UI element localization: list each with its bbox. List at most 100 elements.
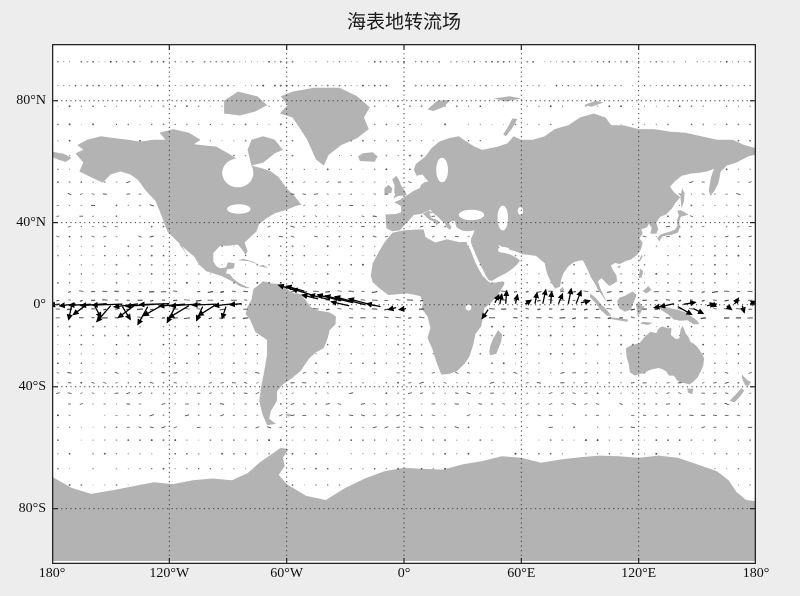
current-arrow	[333, 295, 366, 306]
x-tick-label: 120°W	[149, 566, 190, 581]
lake-black_sea	[458, 209, 485, 221]
current-arrow	[191, 301, 217, 308]
current-arrow	[733, 297, 740, 305]
landmass-baffin	[247, 136, 283, 166]
landmass-cuba	[237, 258, 259, 265]
map-plot	[51, 43, 757, 565]
current-arrow	[72, 305, 86, 316]
landmass-franz_josef	[494, 96, 522, 102]
current-arrow	[142, 305, 162, 317]
landmass-new_guinea	[659, 305, 700, 325]
current-arrow	[524, 299, 533, 306]
landmass-nz_north	[741, 374, 752, 386]
landmass-eurasia	[385, 113, 756, 302]
landmass-baja_california	[179, 242, 190, 260]
current-arrow	[557, 292, 564, 304]
landmass-ireland	[384, 184, 393, 194]
x-tick-label: 60°W	[270, 566, 304, 581]
landmass-iceland	[358, 152, 378, 162]
landmass-java	[609, 317, 628, 322]
current-arrow	[228, 301, 242, 308]
landmass-luzon	[638, 268, 644, 278]
current-arrow	[95, 305, 112, 323]
landmass-novaya_zemlya	[503, 118, 518, 137]
grid-layer	[52, 44, 756, 564]
landmass-chukotka_tip	[52, 151, 72, 162]
current-arrow	[167, 305, 190, 319]
landmass-timor	[640, 321, 653, 325]
x-tick-label: 0°	[397, 566, 411, 581]
current-arrow	[66, 305, 73, 321]
landmass-sakhalin	[680, 188, 685, 209]
current-arrow	[541, 288, 548, 304]
chart-title: 海表地转流场	[346, 12, 461, 33]
y-tick-label: 80°S	[18, 500, 46, 516]
x-tick-label: 60°E	[507, 566, 536, 581]
current-arrow	[683, 300, 697, 307]
current-arrow	[481, 309, 489, 320]
y-tick-label: 80°N	[16, 92, 46, 108]
x-tick-label: 180°	[38, 566, 66, 581]
current-arrow	[677, 306, 693, 316]
landmass-severnaya_zemlya	[583, 100, 604, 107]
landmass-south_america	[245, 281, 336, 426]
current-arrow	[658, 302, 675, 309]
y-tick-label: 0°	[33, 296, 46, 312]
landmass-mindanao	[642, 286, 652, 294]
landmass-great_britain	[392, 175, 407, 199]
lake-lake_victoria	[465, 304, 472, 311]
plot-border	[51, 43, 757, 565]
lake-baltic_sea	[436, 157, 448, 183]
landmass-hainan	[616, 265, 621, 269]
landmass-falklands	[284, 413, 292, 417]
current-arrow	[117, 305, 135, 319]
lake-persian_gulf	[497, 247, 510, 253]
current-arrow	[497, 293, 504, 305]
current-arrow	[575, 289, 582, 304]
lake-great_lakes	[227, 204, 251, 214]
landmass-madagascar	[489, 330, 503, 356]
current-arrow	[300, 293, 319, 300]
y-tick-label: 40°N	[16, 214, 46, 230]
current-arrow	[220, 306, 227, 320]
landmass-tasmania	[687, 388, 694, 395]
current-arrow	[503, 289, 510, 304]
current-arrow	[397, 305, 407, 312]
current-arrow	[308, 293, 330, 301]
x-tick-label: 180°	[742, 566, 770, 581]
current-arrow	[197, 305, 215, 317]
current-arrow	[548, 290, 555, 304]
landmass-greenland	[279, 87, 370, 166]
current-arrow	[513, 293, 520, 304]
current-arrow	[330, 299, 350, 307]
current-arrow	[121, 306, 131, 321]
landmass-taiwan	[638, 254, 643, 262]
landmass-borneo	[617, 291, 637, 312]
current-arrow	[533, 291, 539, 304]
current-arrow	[739, 305, 746, 314]
landmass-svalbard	[427, 99, 451, 111]
current-arrow	[709, 301, 718, 308]
y-tick-label: 40°S	[18, 378, 46, 394]
landmass-victoria_banks	[159, 129, 201, 145]
lake-hudson_bay	[222, 158, 254, 188]
current-arrow	[365, 301, 381, 308]
current-arrow	[567, 287, 574, 304]
landmass-nz_south	[729, 388, 745, 403]
landmass-japan	[657, 210, 689, 242]
lake-caspian_sea	[497, 205, 509, 231]
current-arrow	[387, 305, 397, 312]
lake-aral_sea	[517, 207, 524, 215]
current-arrow-layer	[52, 283, 756, 326]
current-arrow	[725, 304, 733, 311]
current-arrow	[324, 294, 354, 304]
landmass-australia	[626, 325, 705, 385]
landmass-ellesmere	[224, 91, 268, 116]
landmass-sulawesi	[636, 302, 646, 316]
current-arrow	[580, 299, 592, 305]
current-arrow	[693, 308, 705, 315]
quiver-map-canvas	[51, 43, 757, 565]
lake-layer	[222, 157, 524, 311]
landmass-hispaniola	[258, 264, 269, 268]
